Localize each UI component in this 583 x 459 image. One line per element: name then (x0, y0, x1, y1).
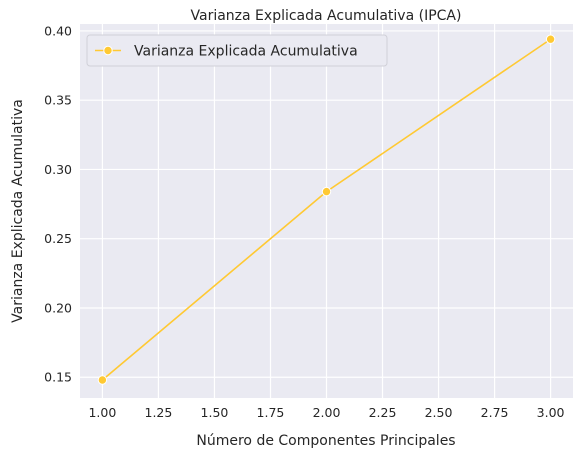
y-axis-label: Varianza Explicada Acumulativa (10, 99, 26, 323)
x-tick-label: 1.75 (257, 405, 285, 420)
legend-box (86, 34, 388, 67)
y-tick-label: 0.15 (44, 370, 72, 385)
y-tick-label: 0.20 (44, 300, 72, 315)
x-tick-label: 2.50 (425, 405, 453, 420)
y-tick-label: 0.35 (44, 93, 72, 108)
data-point (321, 186, 332, 197)
y-tick-label: 0.25 (44, 231, 72, 246)
x-tick-label: 3.00 (537, 405, 565, 420)
y-tick-label: 0.30 (44, 162, 72, 177)
grid-lines (80, 24, 573, 398)
y-tick-labels: 0.15 0.20 0.25 0.30 0.35 0.40 (44, 23, 72, 384)
data-point (97, 375, 108, 385)
series-layer (97, 34, 556, 385)
x-tick-label: 1.25 (145, 405, 173, 420)
legend: Varianza Explicada Acumulativa (86, 34, 388, 67)
x-tick-label: 1.50 (201, 405, 229, 420)
x-tick-label: 2.25 (369, 405, 397, 420)
x-axis-label: Número de Componentes Principales (196, 433, 455, 449)
y-tick-label: 0.40 (44, 23, 72, 38)
chart-title: Varianza Explicada Acumulativa (IPCA) (191, 8, 462, 24)
data-point (545, 34, 556, 44)
legend-marker-swatch (103, 45, 113, 56)
legend-entry-label: Varianza Explicada Acumulativa (134, 44, 358, 60)
x-tick-label: 1.00 (88, 405, 116, 420)
x-tick-label: 2.75 (481, 405, 509, 420)
x-tick-label: 2.00 (313, 405, 341, 420)
x-tick-labels: 1.00 1.25 1.50 1.75 2.00 2.25 2.50 2.75 3.00 (88, 405, 564, 420)
